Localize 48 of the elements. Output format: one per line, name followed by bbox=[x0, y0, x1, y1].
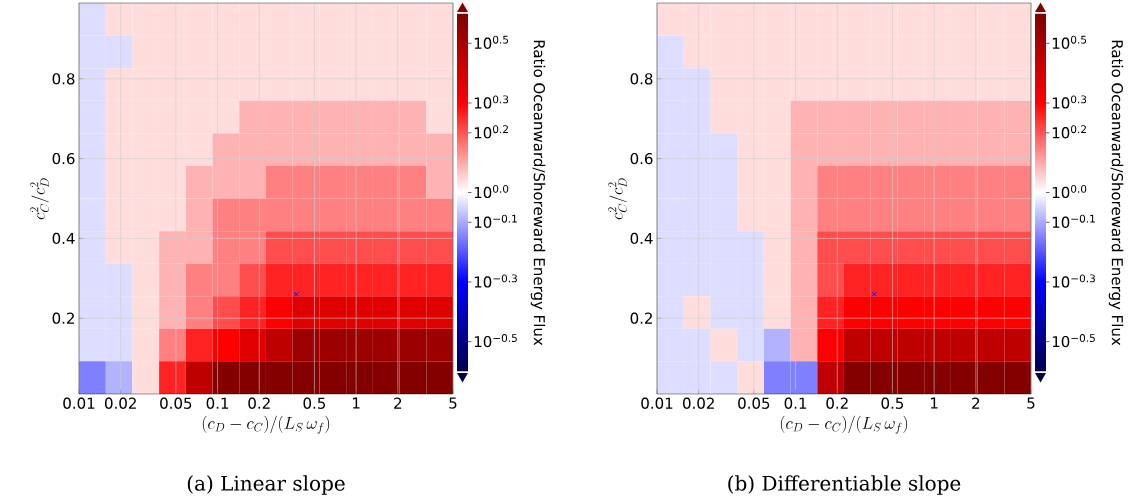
color-bar-label: 10$^{−0.3}$ bbox=[1052, 274, 1095, 288]
x-tick-label: 1 bbox=[931, 397, 938, 409]
color-bar-title: Ratio Oceanward/Shoreward Energy Flux bbox=[1108, 40, 1124, 346]
x-tick-label: 0.5 bbox=[303, 397, 326, 409]
x-tick-label: 0.01 bbox=[63, 397, 95, 409]
x-tick-label: 0.02 bbox=[104, 397, 136, 409]
y-tick-label: 0.6 bbox=[630, 152, 653, 165]
y-axis-title: $c_C^2/c_D^2$ bbox=[608, 178, 627, 220]
x-tick-label: 0.01 bbox=[641, 397, 673, 409]
x-tick-label: 1 bbox=[353, 397, 360, 409]
color-bar-label: 10$^{0.0}$ bbox=[474, 184, 509, 199]
x-tick-label: 0.2 bbox=[248, 397, 270, 409]
x-tick-label: 0.5 bbox=[881, 397, 904, 409]
text: (a) Linear slope bbox=[187, 475, 345, 495]
y-tick-label: 0.8 bbox=[630, 73, 653, 85]
y-tick-label: 0.2 bbox=[630, 312, 652, 324]
color-bar-label: 10$^{−0.1}$ bbox=[474, 214, 517, 228]
color-bar-label: 10$^{−0.1}$ bbox=[1052, 214, 1095, 228]
x-tick-label: 5 bbox=[449, 397, 457, 409]
x-tick-label: 2 bbox=[972, 397, 980, 409]
x-tick-label: 2 bbox=[394, 397, 402, 409]
y-tick-label: 0.2 bbox=[52, 312, 74, 324]
y-tick-label: 0.8 bbox=[52, 73, 75, 85]
x-tick-label: 0.05 bbox=[738, 397, 770, 409]
color-bar-label: 10$^{0.2}$ bbox=[1052, 125, 1086, 139]
color-bar-label: 10$^{0.5}$ bbox=[474, 35, 509, 49]
x-tick-label: 0.05 bbox=[160, 397, 192, 409]
color-bar-label: 10$^{0.2}$ bbox=[474, 125, 508, 139]
x-tick-label: 0.1 bbox=[784, 397, 807, 409]
color-bar-label: 10$^{−0.5}$ bbox=[1052, 334, 1095, 348]
y-tick-label: 0.4 bbox=[52, 232, 75, 245]
x-axis-title: $(c_D - c_C)/(L_S\,\omega_f)$ bbox=[780, 415, 908, 434]
x-axis-title: $(c_D - c_C)/(L_S\,\omega_f)$ bbox=[202, 415, 330, 434]
color-bar-label: 10$^{0.3}$ bbox=[474, 95, 509, 109]
x-tick-label: 0.2 bbox=[826, 397, 848, 409]
y-axis-title: $c_C^2/c_D^2$ bbox=[30, 178, 49, 220]
color-bar-title: Ratio Oceanward/Shoreward Energy Flux bbox=[530, 40, 546, 346]
y-tick-label: 0.6 bbox=[52, 152, 75, 165]
x-tick-label: 5 bbox=[1027, 397, 1035, 409]
y-tick-label: 0.4 bbox=[630, 232, 653, 245]
color-bar-label: 10$^{−0.3}$ bbox=[474, 274, 517, 288]
color-bar-label: 10$^{0.0}$ bbox=[1052, 184, 1087, 199]
text: (b) Differentiable slope bbox=[728, 475, 961, 495]
x-tick-label: 0.02 bbox=[683, 397, 714, 409]
x-tick-label: 0.1 bbox=[206, 397, 229, 409]
color-bar-label: 10$^{0.5}$ bbox=[1052, 35, 1087, 49]
color-bar-label: 10$^{−0.5}$ bbox=[474, 334, 517, 348]
color-bar-label: 10$^{0.3}$ bbox=[1052, 95, 1087, 109]
